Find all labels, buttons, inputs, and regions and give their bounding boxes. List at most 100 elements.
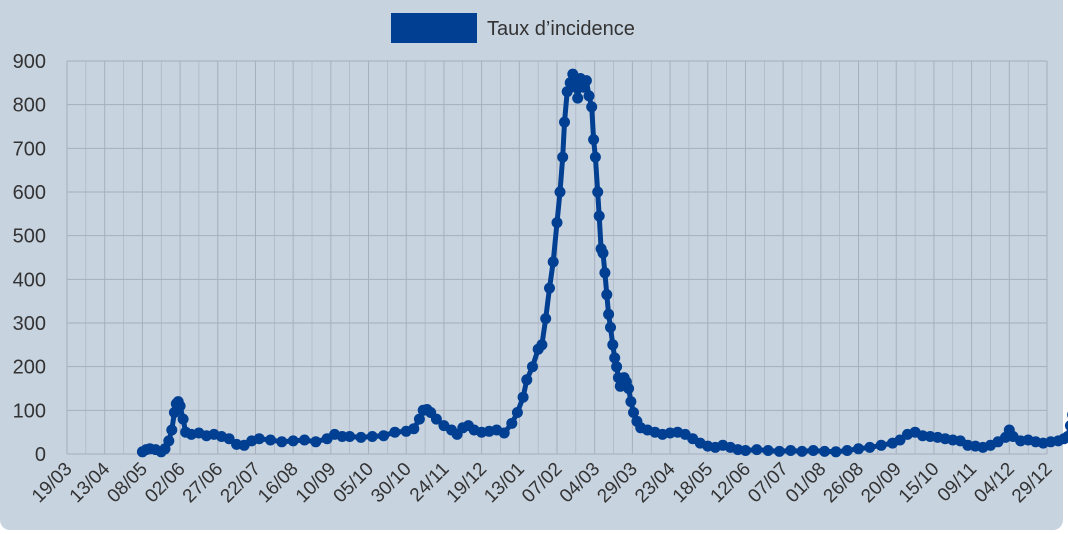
x-tick-label: 22/07 [217, 459, 265, 507]
grid [66, 60, 1048, 455]
data-point [521, 374, 533, 386]
data-point [607, 339, 619, 351]
data-point [544, 282, 555, 294]
data-point [166, 424, 178, 436]
x-tick-label: 20/09 [857, 459, 905, 507]
x-tick-label: 09/11 [934, 459, 981, 506]
data-point [830, 446, 842, 458]
data-point [561, 86, 573, 98]
y-tick-label: 500 [13, 226, 46, 248]
x-tick-label: 16/08 [254, 459, 302, 507]
data-point [517, 391, 529, 403]
data-point [894, 434, 906, 446]
data-point [589, 151, 601, 163]
data-point [819, 445, 831, 457]
data-point [536, 339, 548, 351]
data-point [559, 116, 570, 128]
data-point [853, 443, 864, 455]
data-point [1062, 431, 1068, 442]
data-point [223, 433, 235, 445]
data-point [864, 441, 876, 453]
data-point [389, 426, 401, 438]
data-point [588, 134, 600, 146]
x-tick-label: 15/10 [895, 459, 943, 507]
data-point [177, 413, 189, 425]
data-point [751, 444, 763, 456]
x-tick-label: 13/04 [66, 458, 115, 507]
data-point [366, 431, 378, 442]
data-point [378, 430, 390, 442]
x-tick-label: 07/07 [744, 459, 792, 507]
x-tick-label: 18/05 [669, 459, 717, 507]
legend-swatch [391, 13, 477, 43]
data-point [623, 383, 635, 394]
data-point [593, 210, 605, 222]
y-tick-label: 400 [13, 269, 46, 291]
data-point [611, 361, 623, 373]
x-tick-label: 07/02 [518, 459, 566, 507]
data-point [276, 436, 288, 448]
data-point [580, 75, 592, 87]
data-point [605, 321, 616, 333]
data-point [597, 247, 609, 259]
x-tick-label: 19/12 [443, 459, 491, 507]
data-point [1064, 420, 1068, 431]
data-point [762, 445, 774, 456]
data-point [628, 407, 639, 418]
y-tick-label: 300 [13, 313, 46, 335]
data-point [554, 186, 566, 198]
x-tick-label: 10/09 [292, 459, 340, 507]
data-point [163, 435, 175, 447]
data-point [599, 267, 611, 279]
x-tick-label: 27/06 [179, 459, 227, 507]
data-point [773, 445, 785, 457]
data-point [344, 431, 356, 442]
x-tick-label: 08/05 [103, 459, 151, 507]
data-point [287, 435, 299, 447]
x-tick-label: 05/10 [330, 459, 378, 507]
data-point [557, 151, 569, 163]
x-tick-label: 13/01 [480, 459, 528, 507]
data-point [527, 361, 538, 373]
data-point [540, 313, 552, 325]
data-point [785, 445, 797, 456]
x-tick-label: 12/06 [707, 459, 755, 507]
data-point [355, 431, 367, 443]
data-point [609, 352, 621, 364]
series-line [139, 71, 1068, 455]
x-tick-label: 30/10 [367, 459, 415, 507]
y-tick-label: 900 [13, 51, 46, 73]
data-point [310, 436, 322, 448]
x-tick-label: 01/08 [782, 459, 830, 507]
series-taux-incidence [136, 68, 1068, 458]
data-point [592, 186, 604, 198]
y-tick-label: 100 [13, 400, 46, 422]
data-point [299, 434, 310, 446]
data-point [625, 396, 637, 408]
y-tick-label: 0 [35, 444, 46, 466]
x-tick-label: 23/04 [631, 458, 680, 507]
x-tick-label: 29/12 [1008, 459, 1056, 507]
x-tick-label: 24/11 [406, 459, 453, 506]
data-point [583, 90, 595, 102]
data-point [603, 308, 615, 320]
data-point [511, 407, 523, 418]
x-tick-label: 26/08 [820, 459, 868, 507]
legend: Taux d’incidence [391, 13, 635, 43]
data-point [498, 427, 510, 439]
y-tick-label: 700 [13, 138, 46, 160]
data-point [413, 413, 425, 425]
x-tick-label: 04/03 [556, 459, 604, 507]
data-point [740, 445, 751, 456]
data-point [570, 81, 582, 93]
data-point [253, 433, 265, 445]
x-tick-label: 29/03 [593, 459, 641, 507]
y-tick-label: 800 [13, 95, 46, 117]
y-axis: 0 100 200 300 400 500 600 700 800 900 [13, 51, 46, 466]
data-point [551, 217, 563, 229]
data-point [265, 434, 276, 446]
data-point [174, 400, 186, 412]
data-point [796, 445, 808, 457]
